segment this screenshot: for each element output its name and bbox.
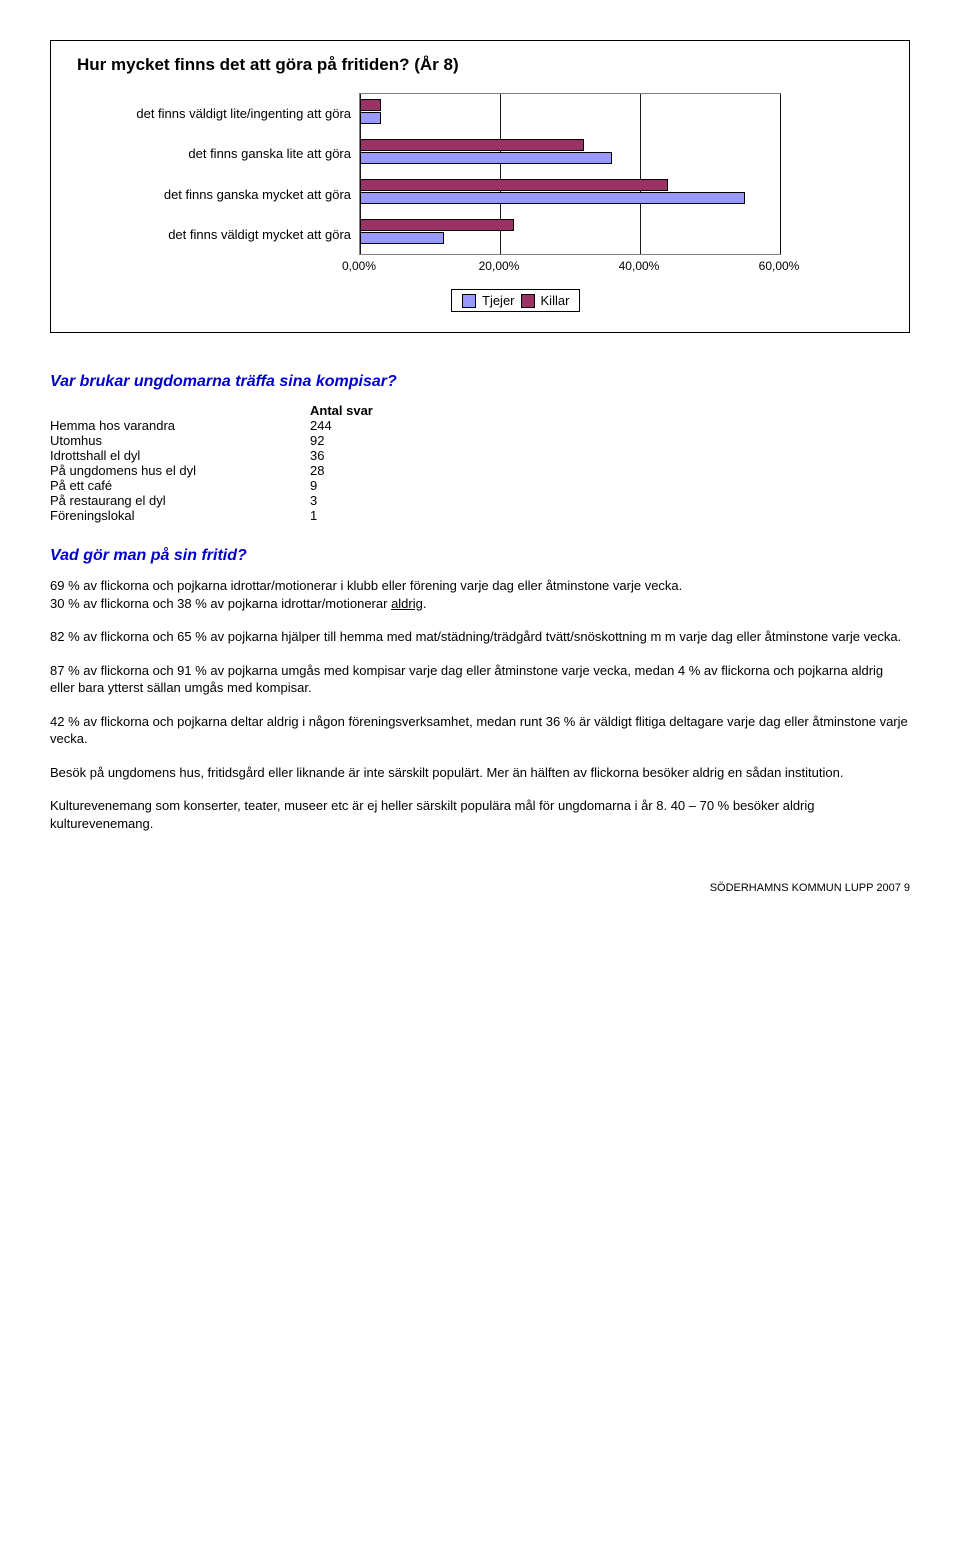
- table-cell-value: 1: [310, 508, 410, 523]
- paragraph-5: Besök på ungdomens hus, fritidsgård elle…: [50, 764, 910, 782]
- plot-inner: [360, 94, 780, 254]
- legend-label-tjejer: Tjejer: [482, 293, 515, 308]
- table-cell-value: 36: [310, 448, 410, 463]
- y-label-3: det finns väldigt mycket att göra: [71, 217, 351, 253]
- bar-killar-3: [360, 219, 514, 231]
- table-cell-label: På restaurang el dyl: [50, 493, 310, 508]
- section-heading-2: Vad gör man på sin fritid?: [50, 547, 910, 565]
- table-row: På restaurang el dyl3: [50, 493, 910, 508]
- chart-x-axis: 0,00%20,00%40,00%60,00%: [359, 259, 779, 275]
- table-cell-label: Idrottshall el dyl: [50, 448, 310, 463]
- paragraph-3: 87 % av flickorna och 91 % av pojkarna u…: [50, 662, 910, 697]
- page-footer: SÖDERHAMNS KOMMUN LUPP 2007 9: [50, 882, 910, 894]
- p1-line2-prefix: 30 % av flickorna och 38 % av pojkarna i…: [50, 596, 391, 611]
- section-heading-1: Var brukar ungdomarna träffa sina kompis…: [50, 373, 910, 391]
- table-header-label: [50, 403, 310, 418]
- y-label-1: det finns ganska lite att göra: [71, 136, 351, 172]
- bar-tjejer-0: [360, 112, 381, 124]
- legend-label-killar: Killar: [541, 293, 570, 308]
- table-cell-label: På ett café: [50, 478, 310, 493]
- chart-legend: Tjejer Killar: [451, 289, 580, 312]
- bar-tjejer-2: [360, 192, 745, 204]
- table-cell-value: 244: [310, 418, 410, 433]
- chart-title: Hur mycket finns det att göra på fritide…: [77, 55, 889, 75]
- chart-y-labels: det finns väldigt lite/ingenting att gör…: [71, 93, 359, 255]
- chart-container: Hur mycket finns det att göra på fritide…: [50, 40, 910, 333]
- table-row: På ett café9: [50, 478, 910, 493]
- table-cell-value: 92: [310, 433, 410, 448]
- table-row: Föreningslokal1: [50, 508, 910, 523]
- legend-swatch-killar: [521, 294, 535, 308]
- bar-tjejer-3: [360, 232, 444, 244]
- chart-plot: [359, 93, 781, 255]
- bar-tjejer-1: [360, 152, 612, 164]
- table-cell-label: Utomhus: [50, 433, 310, 448]
- y-label-2: det finns ganska mycket att göra: [71, 176, 351, 212]
- table-cell-value: 28: [310, 463, 410, 478]
- table-cell-label: Hemma hos varandra: [50, 418, 310, 433]
- legend-swatch-tjejer: [462, 294, 476, 308]
- table-cell-value: 3: [310, 493, 410, 508]
- paragraph-1: 69 % av flickorna och pojkarna idrottar/…: [50, 577, 910, 612]
- bar-killar-0: [360, 99, 381, 111]
- table-cell-value: 9: [310, 478, 410, 493]
- data-table: Antal svar Hemma hos varandra244Utomhus9…: [50, 403, 910, 523]
- table-row: På ungdomens hus el dyl28: [50, 463, 910, 478]
- table-header-row: Antal svar: [50, 403, 910, 418]
- table-row: Utomhus92: [50, 433, 910, 448]
- table-cell-label: Föreningslokal: [50, 508, 310, 523]
- paragraph-6: Kulturevenemang som konserter, teater, m…: [50, 797, 910, 832]
- p1-line1: 69 % av flickorna och pojkarna idrottar/…: [50, 578, 682, 593]
- paragraph-2: 82 % av flickorna och 65 % av pojkarna h…: [50, 628, 910, 646]
- table-row: Idrottshall el dyl36: [50, 448, 910, 463]
- bar-killar-1: [360, 139, 584, 151]
- y-label-0: det finns väldigt lite/ingenting att gör…: [71, 95, 351, 131]
- chart-body: det finns väldigt lite/ingenting att gör…: [71, 93, 889, 255]
- bar-killar-2: [360, 179, 668, 191]
- table-cell-label: På ungdomens hus el dyl: [50, 463, 310, 478]
- table-header-value: Antal svar: [310, 403, 410, 418]
- paragraph-4: 42 % av flickorna och pojkarna deltar al…: [50, 713, 910, 748]
- p1-underline: aldrig: [391, 596, 423, 611]
- table-row: Hemma hos varandra244: [50, 418, 910, 433]
- p1-line2-suffix: .: [423, 596, 427, 611]
